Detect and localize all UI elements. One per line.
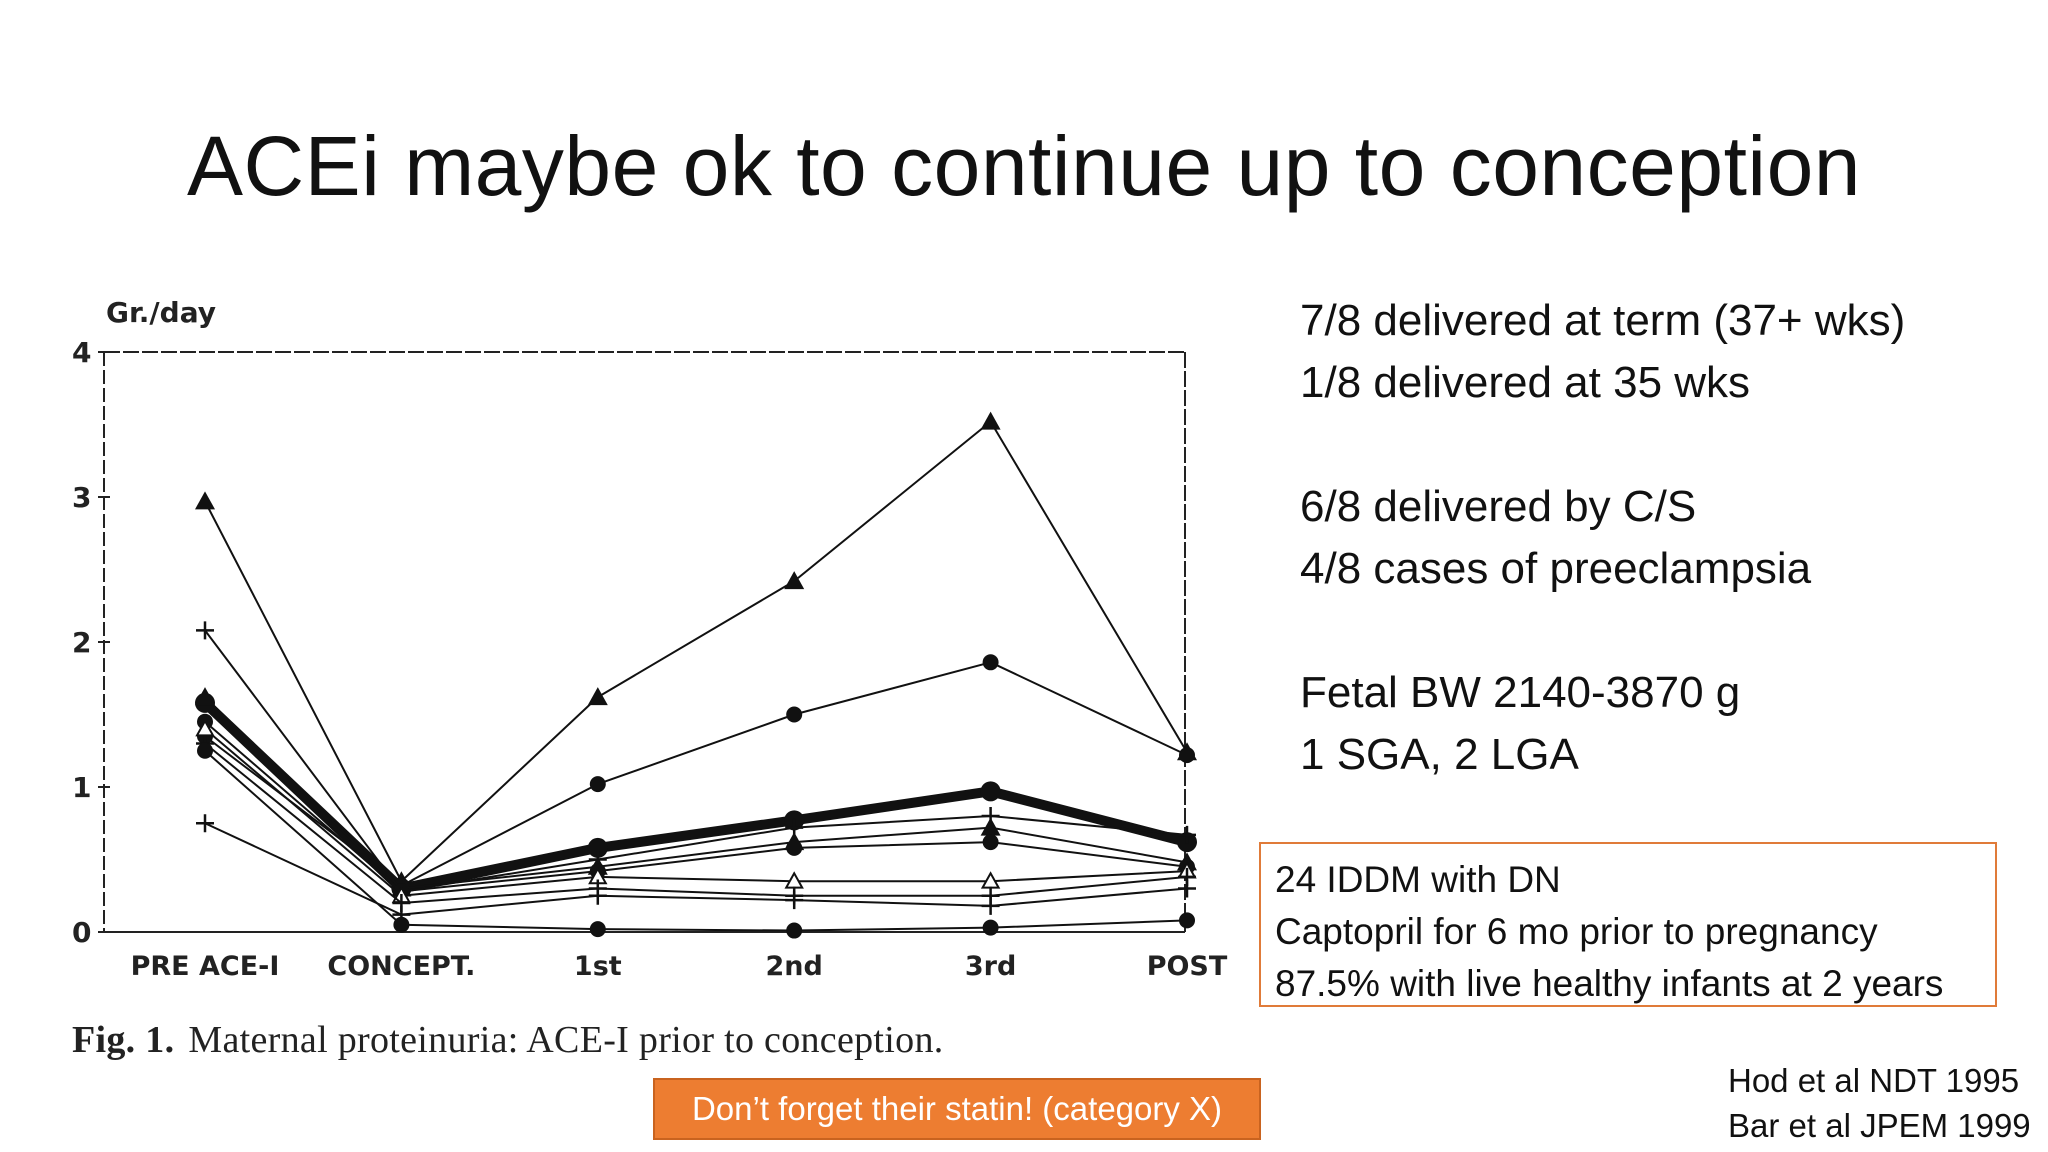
data-point	[589, 776, 606, 793]
data-point	[197, 742, 213, 759]
fact-preterm-delivery: 1/8 delivered at 35 wks	[1300, 358, 1751, 407]
data-point	[980, 411, 1001, 430]
reference-bar: Bar et al JPEM 1999	[1728, 1107, 2031, 1144]
data-point	[785, 891, 804, 910]
fact-term-delivery: 7/8 delivered at term (37+ wks)	[1300, 296, 1906, 345]
fact-cesarean: 6/8 delivered by C/S	[1300, 482, 1697, 531]
series-line	[204, 822, 1188, 916]
data-point	[196, 814, 214, 833]
series-line	[204, 629, 1188, 893]
references: Hod et al NDT 1995 Bar et al JPEM 1999	[1728, 1058, 2031, 1148]
study-line-population: 24 IDDM with DN	[1275, 859, 1561, 900]
fact-birth-weight: Fetal BW 2140-3870 g	[1300, 668, 1741, 717]
study-line-treatment: Captopril for 6 mo prior to pregnancy	[1275, 911, 1878, 952]
x-tick-label: CONCEPT.	[327, 951, 475, 982]
data-point	[1179, 747, 1195, 764]
x-tick-label: POST	[1147, 951, 1228, 982]
figure-caption-text: Maternal proteinuria: ACE-I prior to con…	[188, 1019, 944, 1061]
study-summary-box: 24 IDDM with DN Captopril for 6 mo prior…	[1259, 842, 1997, 1007]
series-line	[204, 420, 1188, 883]
data-point	[589, 921, 606, 938]
data-point	[588, 886, 607, 905]
data-point	[196, 621, 214, 640]
data-point	[980, 781, 1001, 802]
data-point	[1178, 879, 1196, 898]
outcome-facts: 7/8 delivered at term (37+ wks) 1/8 deli…	[1300, 290, 2020, 786]
data-point	[1178, 825, 1196, 844]
study-line-outcome: 87.5% with live healthy infants at 2 yea…	[1275, 963, 1944, 1004]
slide-title: ACEi maybe ok to continue up to concepti…	[186, 119, 1861, 213]
figure-caption: Fig. 1. Maternal proteinuria: ACE-I prior…	[72, 1018, 944, 1062]
data-point	[980, 817, 1001, 836]
data-point	[587, 687, 608, 706]
fact-preeclampsia: 4/8 cases of preeclampsia	[1300, 544, 1812, 593]
y-tick-label: 4	[72, 336, 91, 369]
series-line	[204, 728, 1188, 897]
data-point	[1179, 912, 1195, 929]
x-tick-label: 1st	[574, 951, 622, 982]
data-point	[981, 896, 1000, 915]
reference-hod: Hod et al NDT 1995	[1728, 1062, 2020, 1099]
y-tick-label: 2	[72, 626, 91, 659]
x-tick-label: 3rd	[965, 951, 1016, 982]
data-point	[982, 919, 999, 936]
x-tick-label: PRE ACE-I	[131, 951, 280, 982]
y-tick-label: 0	[72, 916, 91, 949]
series-line	[204, 720, 1188, 893]
proteinuria-line-chart: Gr./day 0 1 2 3 4 PRE ACE-I CONCEPT. 1st 2nd 3rd PO…	[72, 296, 1228, 982]
series-line	[201, 699, 1189, 894]
data-point	[784, 571, 805, 590]
series-line	[204, 750, 1188, 932]
data-point	[786, 839, 803, 856]
x-tick-label: 2nd	[766, 951, 823, 982]
data-point	[195, 687, 215, 706]
data-point	[982, 654, 999, 671]
series-line	[204, 661, 1188, 887]
proteinuria-figure: Gr./day 0 1 2 3 4 PRE ACE-I CONCEPT. 1st 2nd 3rd PO…	[60, 280, 1240, 1080]
statin-note: Don’t forget their statin! (category X)	[653, 1078, 1261, 1140]
data-point	[393, 916, 410, 933]
data-point	[786, 706, 803, 723]
y-tick-label: 3	[72, 481, 91, 514]
data-point	[786, 922, 803, 939]
y-tick-label: 1	[72, 771, 91, 804]
fact-sga-lga: 1 SGA, 2 LGA	[1300, 730, 1579, 779]
series-line	[204, 742, 1188, 904]
data-point	[982, 834, 999, 851]
series-line	[204, 696, 1188, 890]
data-point	[587, 837, 608, 858]
data-point	[195, 491, 215, 510]
y-axis-label: Gr./day	[106, 296, 216, 329]
figure-caption-label: Fig. 1.	[72, 1019, 175, 1061]
